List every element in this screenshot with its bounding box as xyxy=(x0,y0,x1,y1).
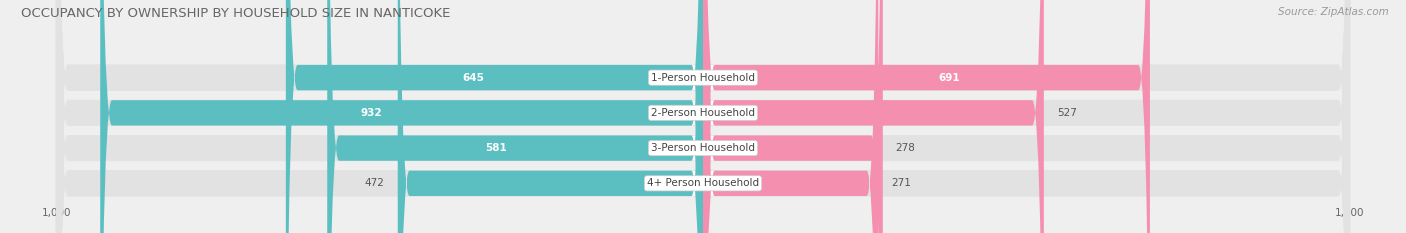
Text: 1-Person Household: 1-Person Household xyxy=(651,73,755,83)
FancyBboxPatch shape xyxy=(56,0,1350,233)
Text: 645: 645 xyxy=(463,73,485,83)
Text: 3-Person Household: 3-Person Household xyxy=(651,143,755,153)
FancyBboxPatch shape xyxy=(703,0,1350,233)
FancyBboxPatch shape xyxy=(56,0,703,233)
FancyBboxPatch shape xyxy=(703,0,1350,233)
Text: 932: 932 xyxy=(361,108,382,118)
Text: 2-Person Household: 2-Person Household xyxy=(651,108,755,118)
FancyBboxPatch shape xyxy=(56,0,703,233)
FancyBboxPatch shape xyxy=(56,0,703,233)
Text: 527: 527 xyxy=(1057,108,1077,118)
FancyBboxPatch shape xyxy=(100,0,703,233)
FancyBboxPatch shape xyxy=(703,0,1350,233)
Text: 271: 271 xyxy=(891,178,911,188)
FancyBboxPatch shape xyxy=(703,0,883,233)
FancyBboxPatch shape xyxy=(328,0,703,233)
FancyBboxPatch shape xyxy=(285,0,703,233)
Text: 278: 278 xyxy=(896,143,915,153)
Text: 4+ Person Household: 4+ Person Household xyxy=(647,178,759,188)
Text: 691: 691 xyxy=(938,73,960,83)
Text: Source: ZipAtlas.com: Source: ZipAtlas.com xyxy=(1278,7,1389,17)
FancyBboxPatch shape xyxy=(56,0,703,233)
FancyBboxPatch shape xyxy=(703,0,879,233)
FancyBboxPatch shape xyxy=(398,0,703,233)
FancyBboxPatch shape xyxy=(56,0,1350,233)
FancyBboxPatch shape xyxy=(703,0,1350,233)
FancyBboxPatch shape xyxy=(56,0,1350,233)
Text: OCCUPANCY BY OWNERSHIP BY HOUSEHOLD SIZE IN NANTICOKE: OCCUPANCY BY OWNERSHIP BY HOUSEHOLD SIZE… xyxy=(21,7,450,20)
FancyBboxPatch shape xyxy=(703,0,1043,233)
Text: 472: 472 xyxy=(366,178,385,188)
FancyBboxPatch shape xyxy=(56,0,1350,233)
Text: 581: 581 xyxy=(485,143,508,153)
FancyBboxPatch shape xyxy=(703,0,1150,233)
